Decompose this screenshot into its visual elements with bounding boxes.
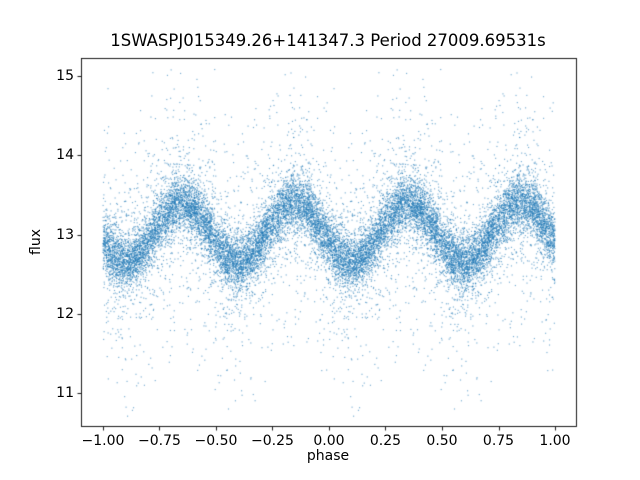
x-tick-label: −1.00 <box>81 433 125 449</box>
y-tick-label: 15 <box>56 67 74 84</box>
x-tick-label: 0.25 <box>369 433 402 449</box>
x-tick-label: 0.50 <box>426 433 458 449</box>
x-tick-label: −0.50 <box>194 433 238 449</box>
y-axis-label: flux <box>28 229 44 255</box>
x-tick-label: −0.25 <box>251 433 294 449</box>
y-tick-label: 11 <box>56 385 74 402</box>
chart-title: 1SWASPJ015349.26+141347.3 Period 27009.6… <box>110 31 546 50</box>
x-axis-label: phase <box>306 448 350 464</box>
x-tick-label: −0.75 <box>138 433 181 449</box>
y-tick-label: 12 <box>56 305 74 322</box>
y-tick-label: 14 <box>56 147 74 164</box>
x-tick-label: 0.75 <box>482 433 515 449</box>
x-tick-label: 0.00 <box>313 433 345 449</box>
y-tick-label: 13 <box>56 226 74 243</box>
x-tick-label: 1.00 <box>539 433 571 449</box>
